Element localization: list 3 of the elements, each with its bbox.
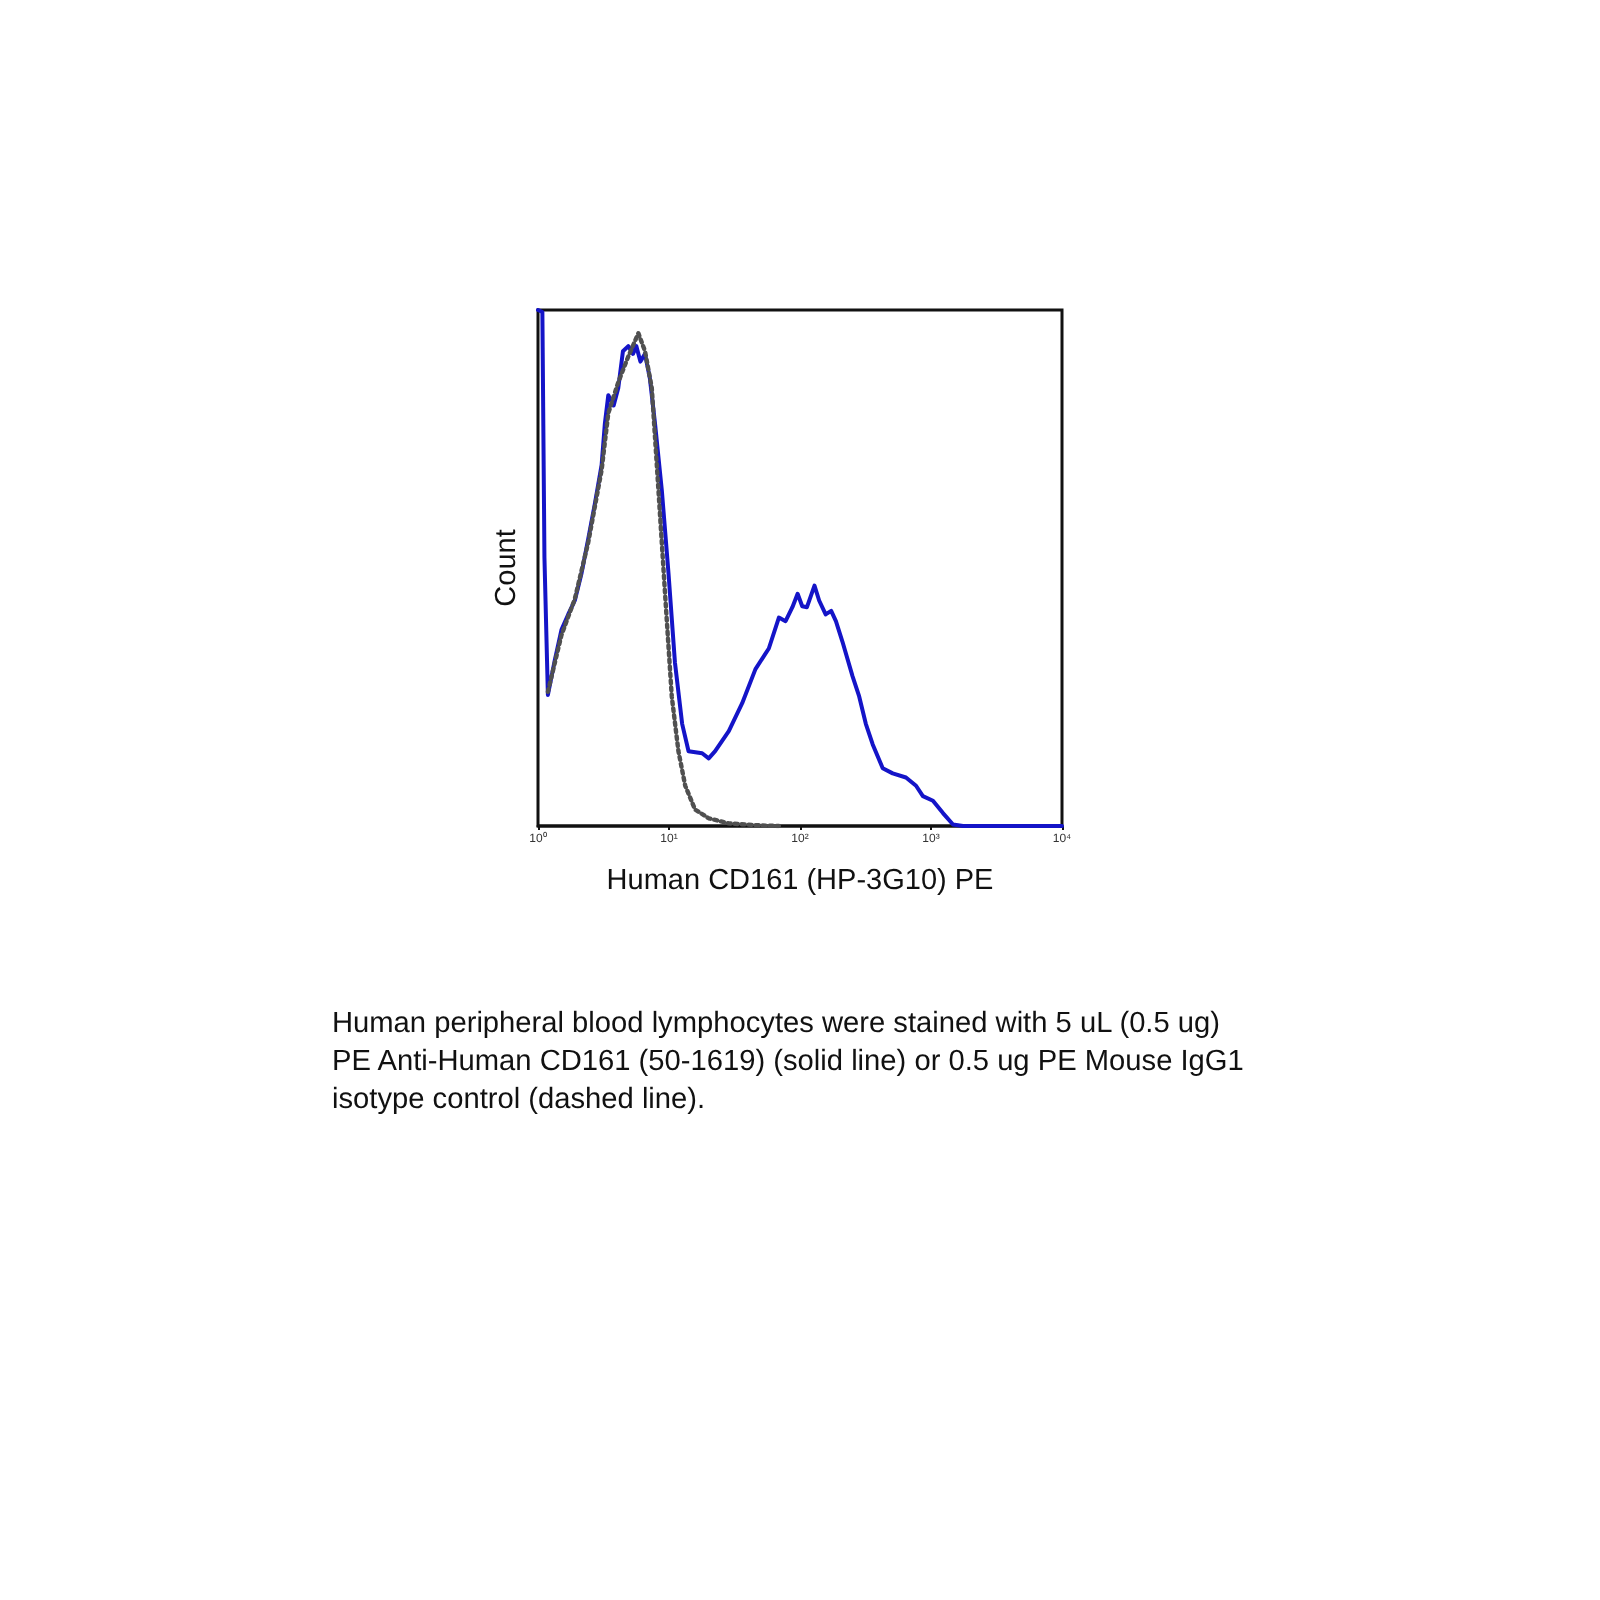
x-axis-title: Human CD161 (HP-3G10) PE [606,865,995,897]
y-axis-title: Count [491,529,523,607]
text: Human peripheral blood lymphocytes were stained with 5 uL (0.5 ug) PE Anti-Human CD161 (50-1619) (solid line) or 0.5 ug PE Mouse IgG1 isotype control (dashed line). [332,1006,1246,1120]
